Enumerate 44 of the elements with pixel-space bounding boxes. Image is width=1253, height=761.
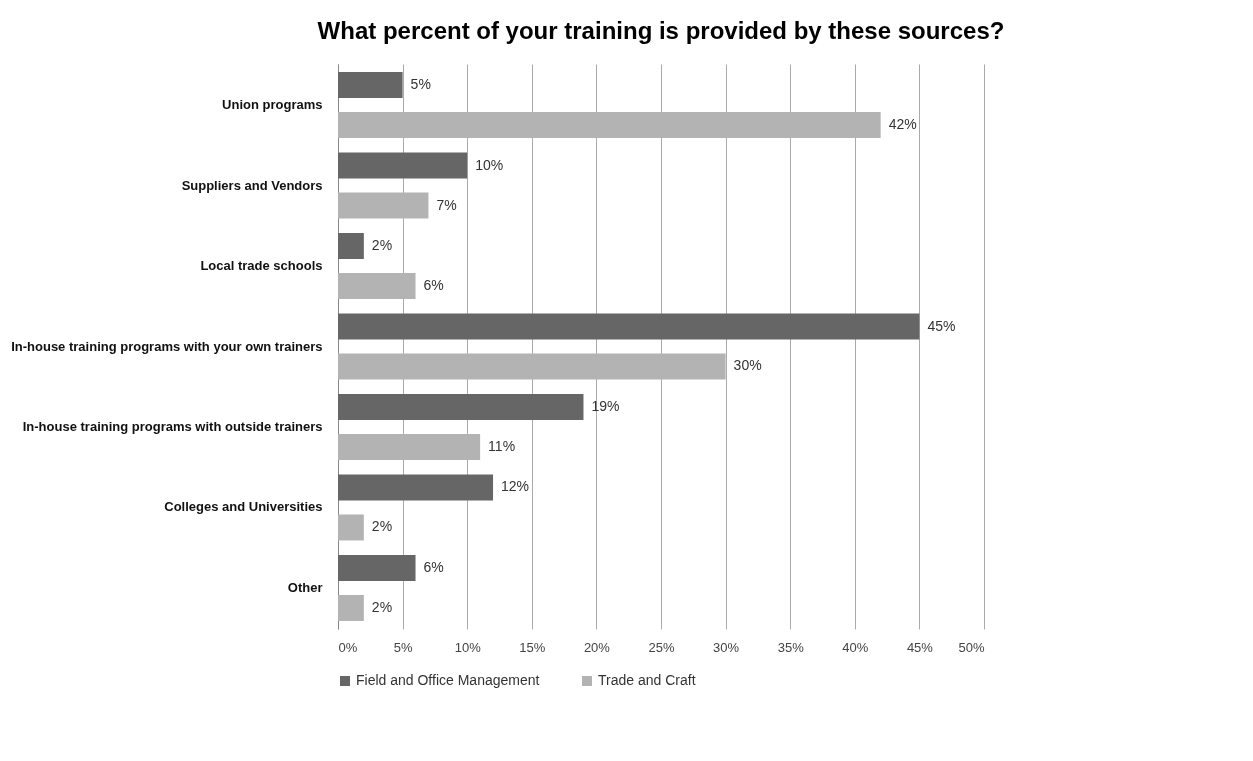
y-tick-label: Union programs: [222, 97, 323, 113]
bar: [338, 594, 364, 621]
chart-title: What percent of your training is provided by these sources?: [317, 17, 1005, 44]
legend-label: Field and Office Management: [356, 672, 540, 688]
data-label: 11%: [488, 437, 516, 454]
data-label: 10%: [475, 156, 504, 173]
y-tick-label: Suppliers and Vendors: [181, 177, 323, 193]
data-label: 7%: [436, 196, 457, 213]
x-tick-label: 45%: [906, 639, 934, 655]
x-tick-label: 35%: [777, 639, 805, 655]
data-label: 42%: [888, 116, 917, 133]
x-tick-label: 0%: [338, 639, 358, 655]
data-label: 12%: [501, 478, 530, 495]
x-tick-label: 40%: [842, 639, 869, 655]
data-label: 2%: [371, 237, 393, 254]
bar: [338, 313, 920, 340]
bar: [338, 514, 364, 541]
x-tick-label: 20%: [583, 639, 611, 655]
x-tick-label: 50%: [958, 639, 985, 655]
data-label: 19%: [591, 397, 620, 414]
y-tick-label: In-house training programs with your own trainers: [11, 338, 323, 354]
data-label: 5%: [410, 76, 431, 93]
y-tick-label: In-house training programs with outside trainers: [22, 418, 323, 434]
bar: [338, 72, 403, 99]
data-label: 2%: [371, 598, 393, 615]
bar: [338, 554, 416, 581]
data-label: 2%: [371, 518, 393, 535]
data-label: 6%: [423, 277, 444, 294]
bar: [338, 474, 494, 501]
y-tick-label: Other: [287, 579, 323, 595]
x-tick-label: 15%: [519, 639, 546, 655]
y-tick-label: Local trade schools: [200, 258, 323, 274]
y-tick-label: Colleges and Universities: [164, 499, 323, 515]
x-tick-label: 10%: [454, 639, 482, 655]
data-label: 30%: [733, 357, 762, 374]
bar: [338, 152, 468, 179]
data-label: 6%: [423, 558, 444, 575]
bar: [338, 233, 364, 260]
x-tick-label: 5%: [393, 639, 413, 655]
legend-label: Trade and Craft: [598, 672, 696, 688]
data-label: 45%: [927, 317, 956, 334]
x-tick-label: 30%: [713, 639, 740, 655]
x-tick-label: 25%: [648, 639, 675, 655]
bar: [338, 393, 584, 420]
